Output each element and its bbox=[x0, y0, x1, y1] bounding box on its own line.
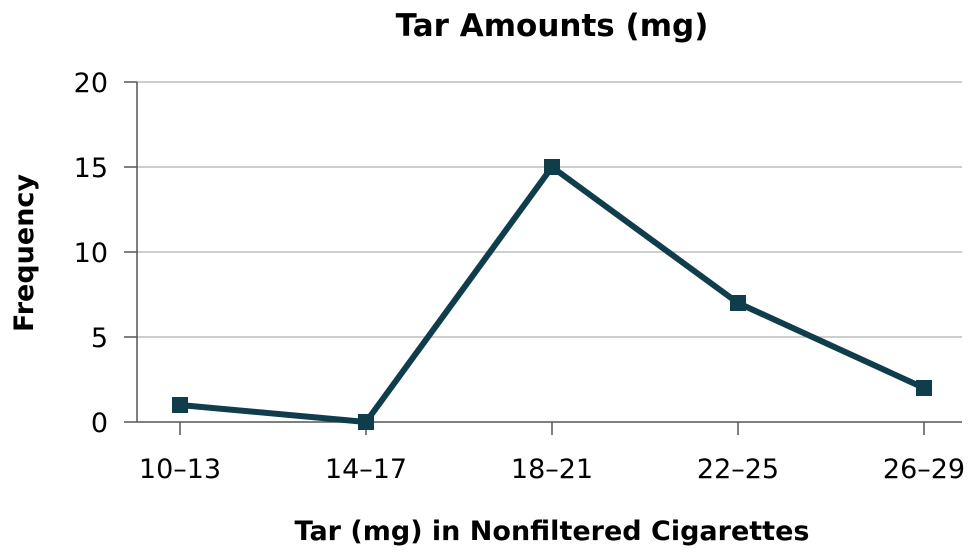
data-point bbox=[358, 414, 374, 430]
y-tick-labels: 0 5 10 15 20 bbox=[74, 68, 108, 439]
data-point bbox=[172, 397, 188, 413]
y-tick-label: 5 bbox=[91, 323, 108, 354]
x-tick-label: 14–17 bbox=[325, 454, 407, 485]
y-axis-title: Frequency bbox=[9, 174, 40, 332]
y-tick-label: 20 bbox=[74, 68, 108, 99]
y-tick-label: 10 bbox=[74, 238, 108, 269]
data-point bbox=[544, 159, 560, 175]
x-tick-label: 10–13 bbox=[139, 454, 221, 485]
chart-title: Tar Amounts (mg) bbox=[396, 8, 709, 44]
x-tick-label: 26–29 bbox=[883, 454, 965, 485]
x-axis-title: Tar (mg) in Nonfiltered Cigarettes bbox=[295, 516, 810, 547]
y-tick-label: 15 bbox=[74, 153, 108, 184]
series-group bbox=[172, 159, 932, 430]
axes bbox=[124, 81, 962, 435]
x-tick-label: 18–21 bbox=[511, 454, 593, 485]
series-line bbox=[179, 164, 926, 425]
data-point bbox=[916, 380, 932, 396]
gridlines bbox=[137, 81, 962, 338]
y-tick-label: 0 bbox=[91, 408, 108, 439]
data-point bbox=[730, 295, 746, 311]
x-tick-labels: 10–13 14–17 18–21 22–25 26–29 bbox=[139, 454, 965, 485]
x-tick-label: 22–25 bbox=[697, 454, 779, 485]
